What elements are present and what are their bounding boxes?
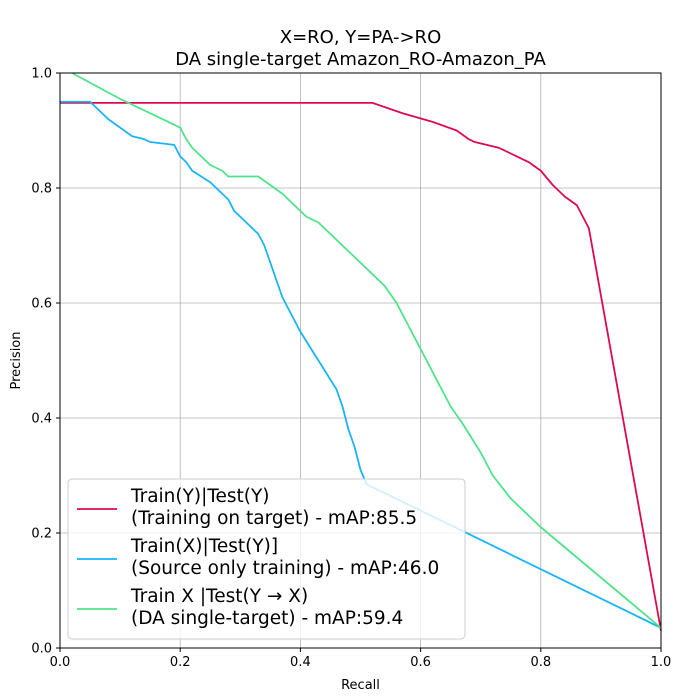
x-axis-label: Recall (341, 678, 380, 693)
series-line-2 (60, 100, 662, 629)
legend-entry-label: Train X |Test(Y → X) (DA single-target) -… (130, 586, 403, 629)
legend-box (67, 478, 466, 640)
x-tick-label: 0.4 (290, 655, 311, 670)
y-tick-label: 0.6 (31, 297, 52, 312)
x-tick-label: 0.2 (170, 655, 191, 670)
y-tick-label: 0.8 (31, 182, 52, 197)
legend-entry-label: Train(X)|Test(Y)] (Source only training) … (130, 536, 439, 579)
axis-ticks: 0.0 0.2 0.4 0.6 0.8 1.0 0.0 0.2 0.4 0.6 0.8 1.0 (31, 67, 671, 671)
y-tick-label: 0.0 (31, 642, 52, 657)
x-tick-label: 0.8 (530, 655, 551, 670)
plot-frame (59, 72, 662, 649)
chart-title-line: DA single-target Amazon_RO-Amazon_PA (175, 49, 546, 70)
series-line-1 (60, 102, 662, 631)
y-tick-label: 0.4 (31, 412, 52, 427)
series-line-3 (71, 72, 662, 629)
legend: Train(Y)|Test(Y) (Training on target) - m… (67, 478, 466, 640)
x-tick-label: 1.0 (651, 655, 672, 670)
y-tick-label: 0.2 (31, 527, 52, 542)
x-tick-label: 0.6 (410, 655, 431, 670)
y-axis-label: Precision (9, 331, 24, 389)
legend-entry-label: Train(Y)|Test(Y) (Training on target) - m… (130, 486, 417, 529)
x-tick-label: 0.0 (50, 655, 71, 670)
chart-title-line: X=RO, Y=PA->RO (280, 27, 441, 48)
series-lines (60, 72, 662, 631)
y-tick-label: 1.0 (31, 67, 52, 82)
